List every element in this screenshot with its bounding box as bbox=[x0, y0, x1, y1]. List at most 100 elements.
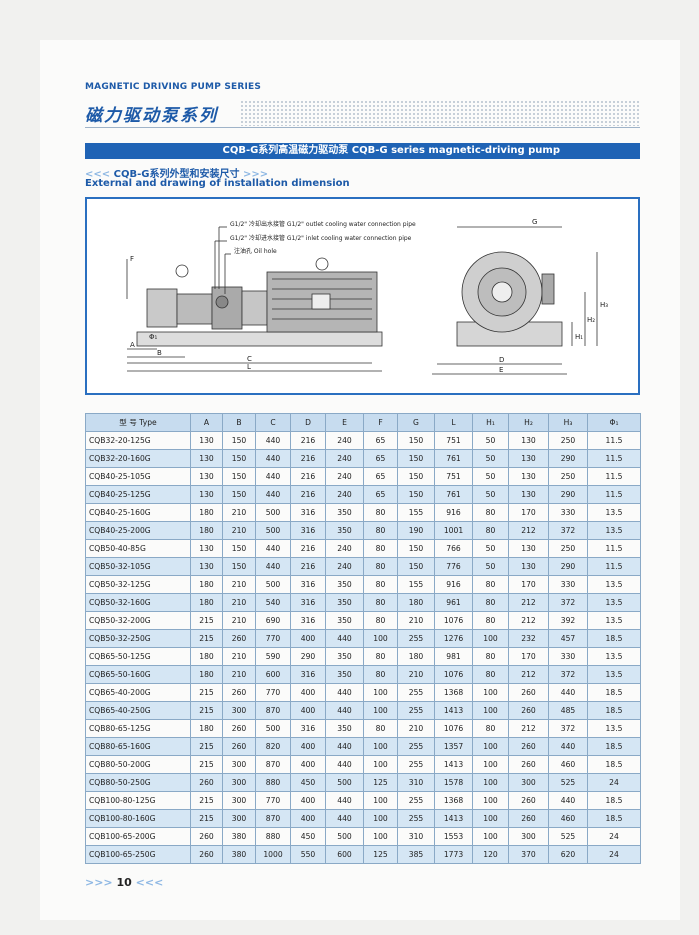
cell: 80 bbox=[472, 665, 509, 684]
dimension-label: H₃ bbox=[600, 301, 608, 309]
dimension-label: H₂ bbox=[587, 316, 595, 324]
cell: 13.5 bbox=[587, 719, 641, 738]
oil-hole-label: 注油孔 Oil hole bbox=[234, 247, 277, 255]
cell: 180 bbox=[190, 647, 223, 666]
cell: 13.5 bbox=[587, 665, 641, 684]
cell: 1000 bbox=[255, 845, 291, 864]
cell: 130 bbox=[508, 431, 549, 450]
cell: 255 bbox=[397, 737, 435, 756]
cell: 150 bbox=[397, 485, 435, 504]
cell: 210 bbox=[397, 665, 435, 684]
cell: 300 bbox=[222, 809, 256, 828]
header-cell: H₃ bbox=[548, 413, 588, 432]
cell: 100 bbox=[472, 737, 509, 756]
cell: 250 bbox=[548, 539, 588, 558]
cell: 350 bbox=[325, 575, 364, 594]
type-cell: CQB40-25-105G bbox=[85, 467, 191, 486]
cell: 392 bbox=[548, 611, 588, 630]
cell: 80 bbox=[363, 575, 398, 594]
cell: 18.5 bbox=[587, 755, 641, 774]
cell: 290 bbox=[548, 485, 588, 504]
cell: 80 bbox=[363, 647, 398, 666]
cell: 24 bbox=[587, 845, 641, 864]
cell: 50 bbox=[472, 485, 509, 504]
cell: 440 bbox=[548, 683, 588, 702]
cell: 24 bbox=[587, 773, 641, 792]
cell: 215 bbox=[190, 611, 223, 630]
cell: 100 bbox=[472, 809, 509, 828]
cell: 500 bbox=[255, 719, 291, 738]
cell: 500 bbox=[255, 575, 291, 594]
chevron: >>> bbox=[242, 169, 269, 180]
table-row: CQB65-40-200G 215 260 770 400 440 100 255 1368 10… bbox=[85, 683, 641, 702]
dimension-label: F bbox=[130, 255, 134, 263]
cell: 372 bbox=[548, 665, 588, 684]
cell: 400 bbox=[290, 701, 326, 720]
cell: 216 bbox=[290, 539, 326, 558]
footer: >>> 10 <<< bbox=[85, 876, 163, 889]
cell: 150 bbox=[222, 449, 256, 468]
cell: 500 bbox=[255, 503, 291, 522]
cell: 212 bbox=[508, 521, 549, 540]
cell: 450 bbox=[290, 827, 326, 846]
table-row: CQB32-20-125G 130 150 440 216 240 65 150 751 50 13… bbox=[85, 431, 641, 450]
table-row: CQB40-25-125G 130 150 440 216 240 65 150 761 50 13… bbox=[85, 485, 641, 504]
cell: 130 bbox=[190, 557, 223, 576]
cell: 260 bbox=[190, 773, 223, 792]
cell: 316 bbox=[290, 593, 326, 612]
header-rule bbox=[85, 127, 640, 128]
cell: 440 bbox=[255, 467, 291, 486]
cell: 80 bbox=[363, 665, 398, 684]
table-row: CQB40-25-160G 180 210 500 316 350 80 155 916 80 17… bbox=[85, 503, 641, 522]
cell: 180 bbox=[397, 593, 435, 612]
cell: 761 bbox=[434, 485, 473, 504]
cell: 65 bbox=[363, 431, 398, 450]
type-cell: CQB50-40-85G bbox=[85, 539, 191, 558]
cell: 260 bbox=[190, 845, 223, 864]
type-cell: CQB100-80-125G bbox=[85, 791, 191, 810]
cell: 400 bbox=[290, 791, 326, 810]
table-row: CQB80-65-160G 215 260 820 400 440 100 255 1357 10… bbox=[85, 737, 641, 756]
cell: 255 bbox=[397, 755, 435, 774]
cell: 260 bbox=[508, 809, 549, 828]
cell: 130 bbox=[508, 467, 549, 486]
cell: 440 bbox=[255, 431, 291, 450]
cell: 260 bbox=[508, 683, 549, 702]
cell: 13.5 bbox=[587, 647, 641, 666]
table-row: CQB50-32-200G 215 210 690 316 350 80 210 1076 80 2… bbox=[85, 611, 641, 630]
cell: 232 bbox=[508, 629, 549, 648]
cell: 500 bbox=[325, 827, 364, 846]
cell: 600 bbox=[255, 665, 291, 684]
cell: 255 bbox=[397, 683, 435, 702]
type-cell: CQB40-25-200G bbox=[85, 521, 191, 540]
cell: 350 bbox=[325, 521, 364, 540]
cell: 310 bbox=[397, 773, 435, 792]
table-row: CQB40-25-105G 130 150 440 216 240 65 150 751 50 13… bbox=[85, 467, 641, 486]
cell: 130 bbox=[508, 485, 549, 504]
cell: 180 bbox=[190, 521, 223, 540]
cell: 190 bbox=[397, 521, 435, 540]
cell: 100 bbox=[363, 791, 398, 810]
cell: 260 bbox=[222, 737, 256, 756]
cell: 330 bbox=[548, 575, 588, 594]
cell: 776 bbox=[434, 557, 473, 576]
cell: 150 bbox=[397, 449, 435, 468]
cell: 65 bbox=[363, 449, 398, 468]
cell: 440 bbox=[325, 755, 364, 774]
cell: 385 bbox=[397, 845, 435, 864]
cell: 330 bbox=[548, 647, 588, 666]
cell: 240 bbox=[325, 485, 364, 504]
cell: 100 bbox=[363, 827, 398, 846]
cell: 210 bbox=[222, 593, 256, 612]
cell: 450 bbox=[290, 773, 326, 792]
cell: 80 bbox=[472, 575, 509, 594]
cell: 215 bbox=[190, 809, 223, 828]
cell: 550 bbox=[290, 845, 326, 864]
cell: 150 bbox=[397, 467, 435, 486]
cell: 372 bbox=[548, 719, 588, 738]
type-cell: CQB65-50-125G bbox=[85, 647, 191, 666]
table-row: CQB32-20-160G 130 150 440 216 240 65 150 761 50 13… bbox=[85, 449, 641, 468]
type-cell: CQB32-20-160G bbox=[85, 449, 191, 468]
table-row: CQB40-25-200G 180 210 500 316 350 80 190 1001 80 2… bbox=[85, 521, 641, 540]
cell: 316 bbox=[290, 665, 326, 684]
